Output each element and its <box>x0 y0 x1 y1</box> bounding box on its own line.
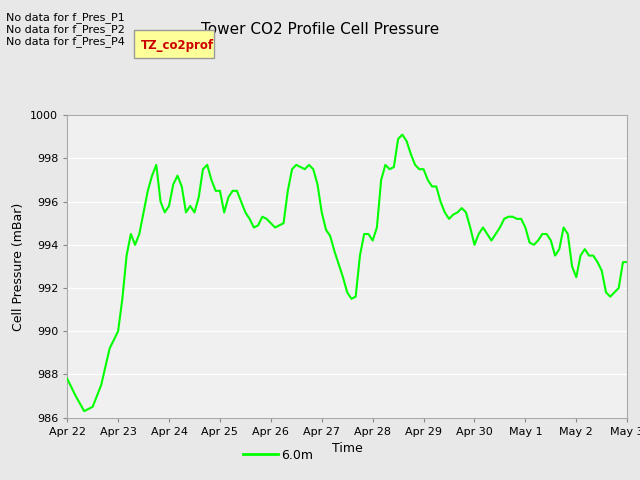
Text: 6.0m: 6.0m <box>282 448 314 462</box>
Text: TZ_co2prof: TZ_co2prof <box>141 39 214 52</box>
Text: Tower CO2 Profile Cell Pressure: Tower CO2 Profile Cell Pressure <box>201 22 439 36</box>
Text: No data for f_Pres_P4: No data for f_Pres_P4 <box>6 36 125 47</box>
Text: No data for f_Pres_P1: No data for f_Pres_P1 <box>6 12 125 23</box>
X-axis label: Time: Time <box>332 442 363 455</box>
Text: No data for f_Pres_P2: No data for f_Pres_P2 <box>6 24 125 35</box>
Y-axis label: Cell Pressure (mBar): Cell Pressure (mBar) <box>12 202 24 331</box>
